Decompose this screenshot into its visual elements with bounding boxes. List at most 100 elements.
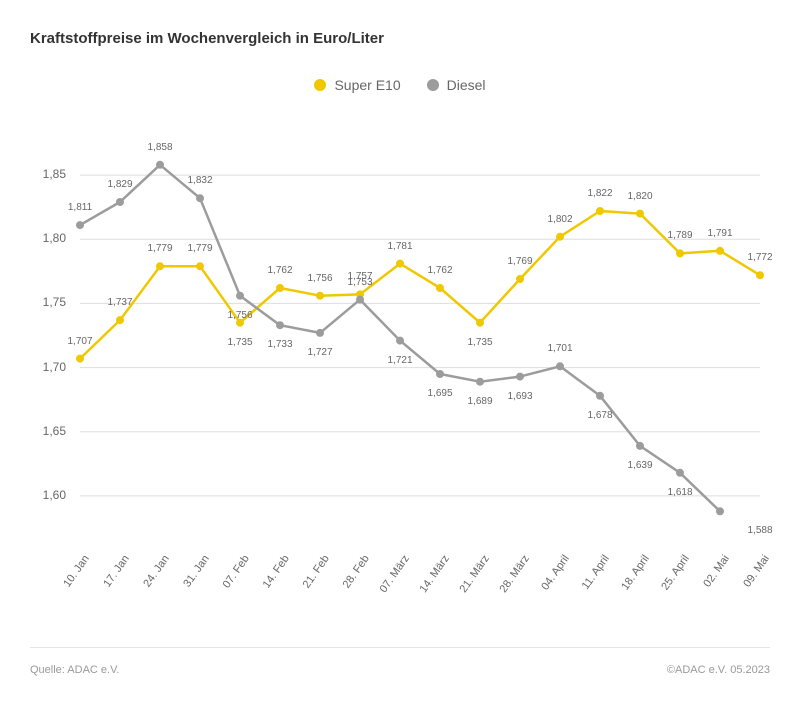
data-point	[156, 161, 164, 169]
chart-svg	[30, 113, 770, 543]
point-label: 1,737	[107, 297, 132, 308]
legend-dot-icon	[314, 79, 326, 91]
source-label: Quelle: ADAC e.V.	[30, 664, 119, 676]
data-point	[636, 442, 644, 450]
point-label: 1,693	[507, 391, 532, 402]
data-point	[116, 316, 124, 324]
point-label: 1,762	[427, 265, 452, 276]
y-tick-label: 1,65	[30, 424, 66, 438]
point-label: 1,756	[227, 310, 252, 321]
data-point	[476, 378, 484, 386]
x-tick-label: 09. Mai	[741, 553, 772, 589]
data-point	[196, 262, 204, 270]
data-point	[116, 198, 124, 206]
x-tick-label: 17. Jan	[101, 553, 132, 589]
copyright-label: ©ADAC e.V. 05.2023	[667, 664, 770, 676]
x-tick-label: 31. Jan	[181, 553, 212, 589]
point-label: 1,721	[387, 355, 412, 366]
x-tick-label: 14. März	[417, 553, 451, 595]
data-point	[676, 249, 684, 257]
point-label: 1,779	[187, 243, 212, 254]
y-tick-label: 1,60	[30, 488, 66, 502]
point-label: 1,735	[467, 337, 492, 348]
data-point	[516, 275, 524, 283]
point-label: 1,769	[507, 256, 532, 267]
point-label: 1,707	[67, 336, 92, 347]
data-point	[356, 296, 364, 304]
point-label: 1,588	[747, 525, 772, 536]
data-point	[756, 271, 764, 279]
point-label: 1,779	[147, 243, 172, 254]
y-tick-label: 1,80	[30, 231, 66, 245]
chart-footer: Quelle: ADAC e.V. ©ADAC e.V. 05.2023	[30, 647, 770, 676]
data-point	[716, 507, 724, 515]
point-label: 1,829	[107, 179, 132, 190]
data-point	[316, 292, 324, 300]
point-label: 1,858	[147, 142, 172, 153]
x-tick-label: 25. April	[659, 553, 692, 592]
y-tick-label: 1,75	[30, 295, 66, 309]
x-tick-label: 24. Jan	[141, 553, 172, 589]
point-label: 1,618	[667, 487, 692, 498]
point-label: 1,820	[627, 191, 652, 202]
fuel-price-chart: Kraftstoffpreise im Wochenvergleich in E…	[0, 0, 800, 702]
data-point	[436, 370, 444, 378]
plot-area: 1,60 1,65 1,70 1,75 1,80 1,85 1,707 1,737 1,779 1…	[30, 113, 770, 543]
point-label: 1,789	[667, 230, 692, 241]
x-tick-label: 07. Feb	[221, 553, 252, 590]
legend-label: Super E10	[334, 77, 400, 93]
data-point	[276, 284, 284, 292]
x-tick-label: 18. April	[619, 553, 652, 592]
data-point	[636, 210, 644, 218]
legend-label: Diesel	[447, 77, 486, 93]
x-tick-label: 11. April	[580, 553, 612, 592]
point-label: 1,822	[587, 188, 612, 199]
x-tick-label: 28. Feb	[341, 553, 372, 590]
data-point	[76, 355, 84, 363]
point-label: 1,772	[747, 252, 772, 263]
chart-title: Kraftstoffpreise im Wochenvergleich in E…	[30, 30, 770, 47]
data-point	[236, 292, 244, 300]
x-tick-label: 21. Feb	[301, 553, 332, 590]
legend-dot-icon	[427, 79, 439, 91]
data-point	[396, 337, 404, 345]
data-point	[316, 329, 324, 337]
point-label: 1,735	[227, 337, 252, 348]
data-point	[596, 392, 604, 400]
data-point	[676, 469, 684, 477]
data-point	[556, 233, 564, 241]
point-label: 1,791	[707, 228, 732, 239]
x-tick-label: 07. März	[377, 553, 411, 595]
data-point	[436, 284, 444, 292]
x-tick-label: 10. Jan	[61, 553, 92, 589]
point-label: 1,701	[547, 343, 572, 354]
data-point	[276, 321, 284, 329]
point-label: 1,689	[467, 396, 492, 407]
point-label: 1,639	[627, 460, 652, 471]
data-point	[716, 247, 724, 255]
y-tick-label: 1,85	[30, 167, 66, 181]
x-tick-label: 02. Mai	[701, 553, 732, 589]
legend-item-diesel: Diesel	[427, 77, 486, 93]
x-tick-label: 04. April	[539, 553, 572, 592]
data-point	[156, 262, 164, 270]
data-point	[196, 194, 204, 202]
data-point	[476, 319, 484, 327]
point-label: 1,695	[427, 388, 452, 399]
x-tick-label: 21. März	[457, 553, 491, 595]
data-point	[516, 373, 524, 381]
legend: Super E10 Diesel	[30, 77, 770, 93]
data-point	[76, 221, 84, 229]
point-label: 1,733	[267, 339, 292, 350]
data-point	[556, 362, 564, 370]
point-label: 1,832	[187, 175, 212, 186]
legend-item-super-e10: Super E10	[314, 77, 400, 93]
data-point	[596, 207, 604, 215]
point-label: 1,756	[307, 273, 332, 284]
x-tick-label: 28. März	[497, 553, 531, 595]
x-tick-label: 14. Feb	[261, 553, 292, 590]
x-axis-labels: 10. Jan 17. Jan 24. Jan 31. Jan 07. Feb 14. F…	[30, 547, 770, 607]
series-line	[80, 211, 760, 359]
point-label: 1,678	[587, 410, 612, 421]
y-tick-label: 1,70	[30, 360, 66, 374]
